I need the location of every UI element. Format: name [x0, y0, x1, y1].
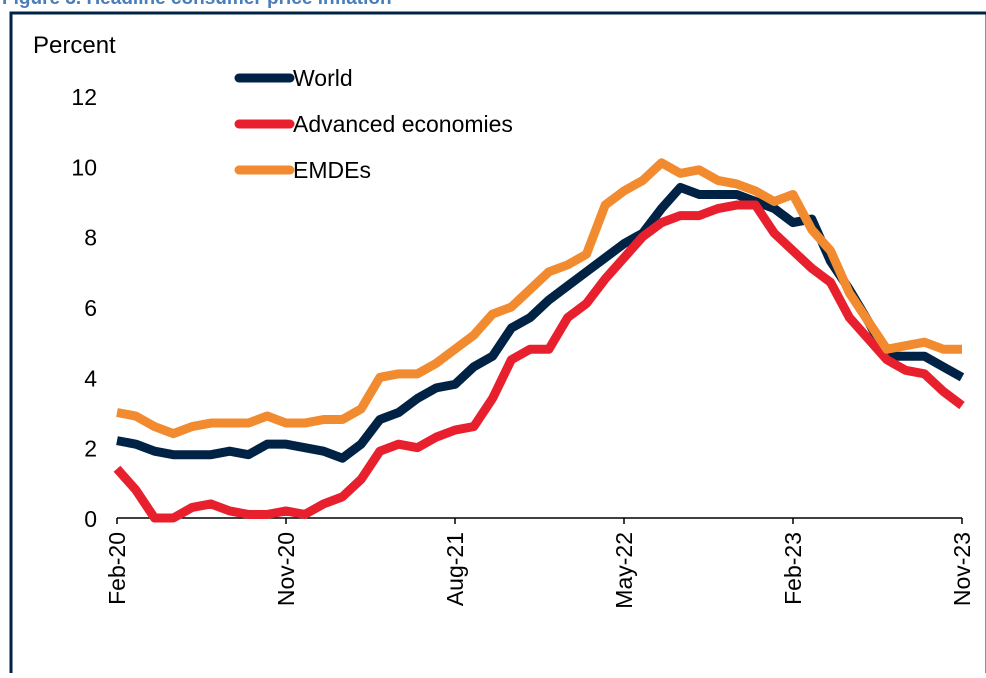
- y-tick-label: 0: [84, 506, 97, 532]
- x-tick-label: May-22: [611, 532, 637, 609]
- y-tick-label: 10: [71, 154, 97, 180]
- y-tick-label: 12: [71, 84, 97, 110]
- x-tick-label: Feb-23: [780, 532, 806, 605]
- x-tick-label: Feb-20: [104, 532, 130, 605]
- y-tick-label: 8: [84, 225, 97, 251]
- line-series: [113, 200, 965, 523]
- x-tick-label: Aug-21: [442, 532, 468, 606]
- line-series: [116, 158, 962, 439]
- chart-title: Figure 3. Headline consumer price inflat…: [2, 0, 392, 9]
- legend-label: EMDEs: [293, 157, 371, 183]
- x-tick-label: Nov-23: [949, 532, 975, 606]
- y-tick-label: 2: [84, 436, 97, 462]
- x-tick-label: Nov-20: [273, 532, 299, 606]
- y-axis-label: Percent: [33, 32, 116, 59]
- legend-label: World: [293, 65, 353, 91]
- legend-label: Advanced economies: [293, 111, 513, 137]
- frame: [9, 11, 986, 678]
- line-series: [116, 182, 965, 463]
- y-tick-label: 6: [84, 295, 97, 321]
- y-tick-label: 4: [84, 365, 97, 391]
